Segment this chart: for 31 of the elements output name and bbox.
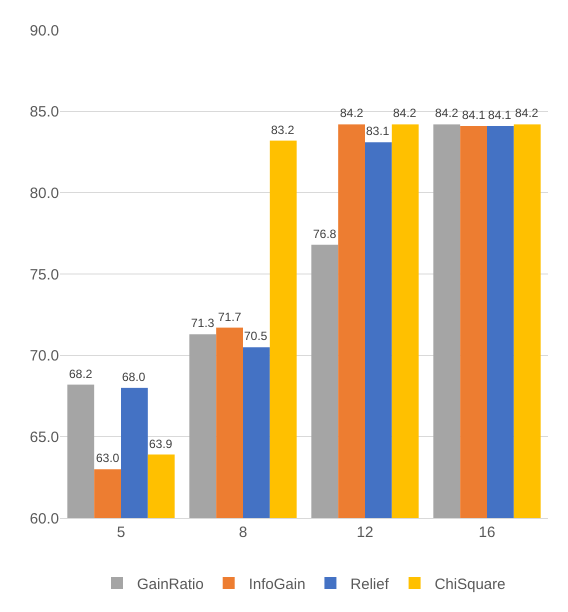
data-label: 70.5 (244, 329, 268, 343)
data-label: 68.2 (69, 367, 93, 381)
legend-label: Relief (350, 576, 390, 593)
y-tick-label: 80.0 (30, 184, 59, 202)
y-tick-label: 85.0 (30, 104, 59, 121)
y-tick-label: 60.0 (30, 510, 59, 528)
data-label: 84.2 (515, 106, 539, 120)
data-label: 84.2 (340, 106, 364, 120)
data-label: 84.1 (488, 108, 512, 122)
data-label: 84.1 (462, 108, 486, 122)
legend-label: ChiSquare (434, 576, 506, 593)
data-label: 68.0 (122, 370, 146, 384)
data-label: 63.9 (149, 437, 173, 451)
data-label: 83.2 (271, 123, 295, 137)
x-tick-label: 8 (238, 524, 248, 541)
y-tick-label: 75.0 (30, 266, 59, 284)
x-tick-label: 5 (116, 524, 126, 541)
x-tick-label: 12 (356, 524, 374, 541)
legend-label: GainRatio (137, 576, 204, 593)
legend-label: InfoGain (248, 576, 306, 593)
data-label: 71.7 (218, 310, 242, 324)
data-label: 84.2 (435, 106, 459, 120)
y-tick-label: 70.0 (30, 348, 59, 365)
data-label: 83.1 (366, 124, 390, 138)
data-label: 84.2 (393, 106, 417, 120)
y-tick-label: 90.0 (30, 22, 59, 40)
x-tick-label: 16 (478, 524, 496, 541)
data-label: 76.8 (313, 227, 337, 241)
y-tick-label: 65.0 (30, 428, 59, 446)
data-label: 63.0 (96, 451, 120, 465)
data-label: 71.3 (191, 316, 215, 330)
